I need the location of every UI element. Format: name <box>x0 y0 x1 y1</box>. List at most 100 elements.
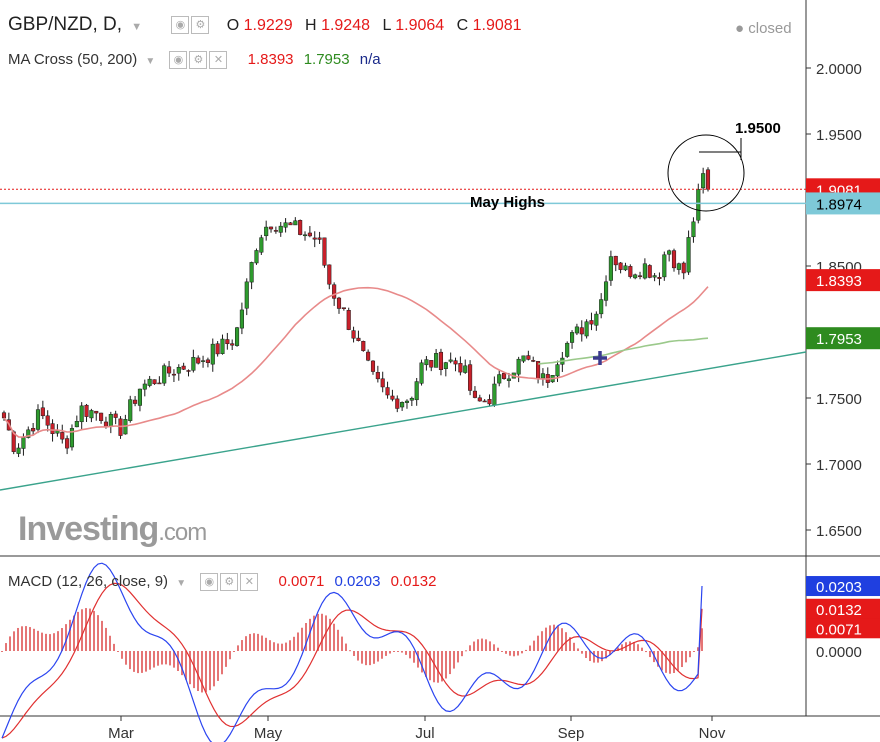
candle-body <box>409 397 414 401</box>
symbol-dropdown-icon[interactable]: ▼ <box>131 21 143 33</box>
macd-hist-bar <box>457 651 459 663</box>
macd-hist-bar <box>221 651 223 675</box>
macd-hist-bar <box>153 651 155 668</box>
ma50-value: 1.8393 <box>247 51 294 68</box>
macd-hist-bar <box>313 615 315 651</box>
candle-body <box>608 256 613 281</box>
macd-badge-label: 0.0203 <box>816 579 862 596</box>
macd-hist-bar <box>117 651 119 652</box>
candle-body <box>191 357 196 371</box>
macd-hist-value: 0.0071 <box>278 573 325 590</box>
macd-hist-bar <box>273 642 275 651</box>
macd-visibility-icon[interactable]: ◉ <box>200 573 219 592</box>
candle-body <box>74 421 79 428</box>
settings-icon[interactable]: ⚙ <box>191 15 210 34</box>
macd-hist-bar <box>241 640 243 651</box>
macd-hist-bar <box>133 651 135 672</box>
macd-hist-bar <box>101 620 103 651</box>
macd-hist-bar <box>317 613 319 651</box>
candle-body <box>701 173 706 189</box>
candle-body <box>220 338 225 354</box>
price-badge-label: 1.7953 <box>816 331 862 348</box>
low-value: 1.9064 <box>395 17 445 34</box>
macd-hist-bar <box>401 651 403 653</box>
candle-body <box>152 379 157 385</box>
macd-hist-bar <box>261 635 263 651</box>
macd-hist-bar <box>609 651 611 656</box>
macd-hist-bar <box>177 651 179 671</box>
macd-hist-bar <box>125 651 127 665</box>
visibility-icon[interactable]: ◉ <box>171 15 190 34</box>
candle-body <box>637 275 643 277</box>
candle-body <box>555 364 560 377</box>
close-label: C <box>456 17 469 34</box>
macd-hist-bar <box>341 636 343 651</box>
macd-line-value: 0.0203 <box>334 573 381 590</box>
symbol-title[interactable]: GBP/NZD, D, <box>8 14 123 35</box>
macd-hist-bar <box>665 651 667 673</box>
macd-hist-bar <box>541 631 543 651</box>
ma-dropdown-icon[interactable]: ▼ <box>145 56 156 67</box>
macd-badge <box>806 618 880 639</box>
candle-body <box>293 220 298 226</box>
candle-body <box>676 263 681 270</box>
candle-body <box>215 343 220 355</box>
macd-hist-bar <box>321 613 323 651</box>
price-tick-label: 1.6500 <box>816 523 862 540</box>
macd-signal-line <box>1 582 703 739</box>
candle-body <box>346 310 351 330</box>
candle-body <box>448 359 453 362</box>
macd-hist-bar <box>349 650 351 652</box>
ma-na-value: n/a <box>359 51 381 68</box>
candle-body <box>574 326 579 334</box>
candle-body <box>317 237 322 240</box>
macd-close-icon[interactable]: ✕ <box>240 573 259 592</box>
candle-body <box>84 404 89 417</box>
candle-body <box>31 427 36 432</box>
ma-settings-icon[interactable]: ⚙ <box>189 51 208 70</box>
market-status: ● closed <box>735 20 792 37</box>
macd-hist-bar <box>389 651 391 654</box>
ma-close-icon[interactable]: ✕ <box>209 51 228 70</box>
macd-settings-icon[interactable]: ⚙ <box>220 573 239 592</box>
candle-body <box>414 381 419 401</box>
candle-body <box>273 230 278 232</box>
price-tick-label: 2.0000 <box>816 61 862 78</box>
candle-body <box>468 364 473 391</box>
candle-body <box>366 351 371 361</box>
macd-hist-bar <box>193 651 195 689</box>
candle-body <box>196 357 201 364</box>
macd-hist-bar <box>297 632 299 651</box>
macd-badge-label: 0.0132 <box>816 602 862 619</box>
candle-body <box>686 237 691 273</box>
ma-visibility-icon[interactable]: ◉ <box>169 51 188 70</box>
price-badge <box>806 269 880 292</box>
candle-body <box>89 410 94 419</box>
macd-hist-bar <box>509 651 511 656</box>
candle-body <box>472 390 478 398</box>
macd-hist-bar <box>257 633 259 651</box>
candle-body <box>302 234 308 237</box>
candle-body <box>443 362 448 369</box>
macd-hist-bar <box>169 651 171 666</box>
macd-hist-bar <box>141 651 143 673</box>
candle-body <box>108 414 113 427</box>
macd-hist-bar <box>677 651 679 671</box>
macd-hist-bar <box>425 651 427 677</box>
macd-hist-bar <box>157 651 159 666</box>
macd-dropdown-icon[interactable]: ▼ <box>176 578 187 589</box>
candle-body <box>667 250 672 255</box>
candle-body <box>565 342 570 357</box>
candle-body <box>16 447 21 454</box>
price-badge-label: 1.8974 <box>816 196 862 213</box>
candle-body <box>463 365 468 373</box>
macd-title[interactable]: MACD (12, 26, close, 9) <box>8 573 169 590</box>
candles-group <box>1 167 711 458</box>
candle-body <box>570 332 575 343</box>
macd-hist-bar <box>53 633 55 651</box>
ma-title[interactable]: MA Cross (50, 200) <box>8 51 138 68</box>
macd-hist-bar <box>621 644 623 651</box>
macd-hist-bar <box>33 628 35 651</box>
macd-hist-bar <box>197 651 199 691</box>
